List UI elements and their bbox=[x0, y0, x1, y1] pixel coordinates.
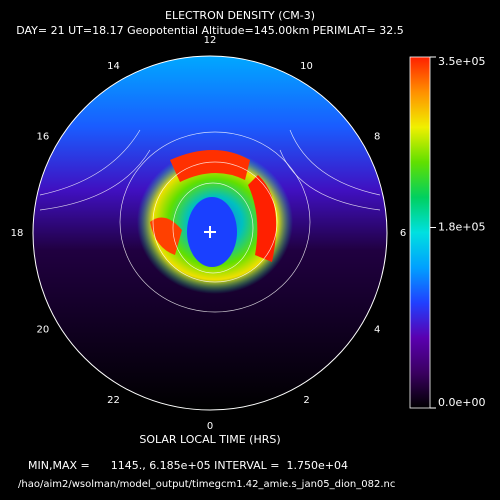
contour bbox=[39, 129, 381, 211]
contour bbox=[172, 182, 254, 274]
hour-tick-label: 20 bbox=[36, 325, 49, 336]
polar-field bbox=[32, 55, 388, 411]
contour bbox=[152, 161, 278, 283]
contour bbox=[119, 131, 311, 313]
colorbar bbox=[409, 56, 431, 409]
x-axis-label: SOLAR LOCAL TIME (HRS) bbox=[139, 433, 280, 446]
file-path: /hao/aim2/wsolman/model_output/timegcm1.… bbox=[18, 479, 395, 490]
colorbar-tick-label: 1.8e+05 bbox=[438, 220, 485, 233]
aurora-peak bbox=[170, 150, 250, 182]
pole-marker bbox=[204, 226, 216, 238]
subtitle: DAY= 21 UT=18.17 Geopotential Altitude=1… bbox=[16, 24, 404, 37]
hour-tick-label: 10 bbox=[300, 61, 313, 72]
hour-tick-label: 22 bbox=[107, 395, 120, 406]
hour-tick-label: 18 bbox=[11, 228, 24, 239]
hour-tick-label: 16 bbox=[36, 132, 49, 143]
hour-tick-label: 6 bbox=[400, 228, 406, 239]
disc-border bbox=[32, 55, 388, 411]
hour-tick-label: 8 bbox=[374, 132, 380, 143]
hour-tick-label: 14 bbox=[107, 61, 120, 72]
hour-tick-label: 2 bbox=[303, 395, 309, 406]
aurora-peak bbox=[248, 175, 277, 262]
hour-tick-label: 4 bbox=[374, 325, 380, 336]
hour-tick-label: 12 bbox=[204, 35, 217, 46]
chart-title: ELECTRON DENSITY (CM-3) bbox=[165, 9, 315, 22]
aurora-peak bbox=[150, 217, 182, 255]
hour-tick-label: 0 bbox=[207, 421, 213, 432]
colorbar-tick-label: 0.0e+00 bbox=[438, 396, 485, 409]
footer: MIN,MAX = 1145., 6.185e+05 INTERVAL = 1.… bbox=[28, 459, 348, 472]
colorbar-tick-label: 3.5e+05 bbox=[438, 55, 485, 68]
